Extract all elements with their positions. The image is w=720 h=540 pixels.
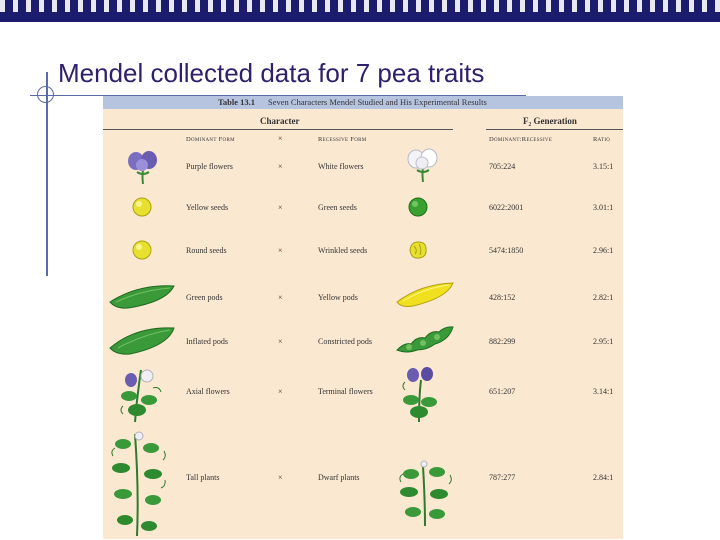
- cell-ratio-3: 2.82:1: [593, 293, 614, 302]
- green-pod-icon: [109, 285, 175, 309]
- top-checker-pattern: [0, 0, 720, 12]
- dwarf-plant-icon: [399, 460, 452, 526]
- cell-cross-5: ×: [278, 387, 283, 396]
- cell-ratio-4: 2.95:1: [593, 337, 614, 346]
- slide-title: Mendel collected data for 7 pea traits: [58, 58, 485, 88]
- constricted-pod-icon: [396, 326, 454, 353]
- cell-ratio-2: 2.96:1: [593, 246, 614, 255]
- cell-recessive-3: Yellow pods: [318, 293, 358, 302]
- cell-counts-2: 5474:1850: [489, 246, 524, 255]
- decor-horizontal-line: [30, 95, 526, 96]
- cell-recessive-5: Terminal flowers: [318, 387, 373, 396]
- white-flower-icon: [407, 148, 438, 182]
- cell-ratio-0: 3.15:1: [593, 162, 614, 171]
- tall-plant-icon: [111, 431, 166, 536]
- cell-dominant-5: Axial flowers: [186, 387, 230, 396]
- header-f2-generation: F₂ Generation: [523, 116, 577, 126]
- table-caption-bar: Table 13.1 Seven Characters Mendel Studi…: [103, 96, 623, 109]
- mendel-table: Table 13.1 Seven Characters Mendel Studi…: [103, 96, 623, 539]
- table-number: Table 13.1: [218, 97, 256, 107]
- cell-dominant-6: Tall plants: [186, 473, 220, 482]
- cell-cross-4: ×: [278, 337, 283, 346]
- col-header-dominant: Dominant Form: [186, 136, 235, 143]
- axial-flower-icon: [120, 369, 162, 422]
- col-header-ratio: Ratio: [593, 136, 611, 143]
- header-character: Character: [260, 116, 300, 126]
- cell-counts-6: 787:277: [489, 473, 516, 482]
- purple-flower-icon: [128, 151, 157, 184]
- cell-ratio-5: 3.14:1: [593, 387, 614, 396]
- yellow-seed-icon: [132, 197, 152, 217]
- round-seed-icon: [132, 240, 152, 260]
- cell-cross-2: ×: [278, 246, 283, 255]
- cell-recessive-4: Constricted pods: [318, 337, 372, 346]
- cell-dominant-1: Yellow seeds: [186, 203, 229, 212]
- yellow-pod-icon: [396, 282, 454, 307]
- green-seed-icon: [408, 197, 428, 217]
- col-header-recessive: Recessive Form: [318, 136, 367, 143]
- cell-recessive-2: Wrinkled seeds: [318, 246, 368, 255]
- cell-recessive-6: Dwarf plants: [318, 473, 360, 482]
- cell-counts-1: 6022:2001: [489, 203, 524, 212]
- cell-dominant-4: Inflated pods: [186, 337, 228, 346]
- cell-counts-0: 705:224: [489, 162, 516, 171]
- decor-crosshair-circle: [37, 86, 54, 103]
- header-underline-character: [103, 129, 453, 130]
- cell-dominant-0: Purple flowers: [186, 162, 233, 171]
- terminal-flower-icon: [402, 367, 437, 422]
- top-decor-band: [0, 12, 720, 22]
- col-header-cross: ×: [278, 134, 283, 143]
- header-underline-f2: [486, 129, 623, 130]
- cell-cross-6: ×: [278, 473, 283, 482]
- cell-recessive-0: White flowers: [318, 162, 364, 171]
- cell-counts-3: 428:152: [489, 293, 516, 302]
- cell-ratio-6: 2.84:1: [593, 473, 614, 482]
- cell-dominant-2: Round seeds: [186, 246, 227, 255]
- cell-counts-5: 651:207: [489, 387, 516, 396]
- cell-cross-0: ×: [278, 162, 283, 171]
- decor-vertical-line: [46, 72, 48, 276]
- cell-cross-3: ×: [278, 293, 283, 302]
- cell-recessive-1: Green seeds: [318, 203, 357, 212]
- col-header-dominant-recessive: Dominant:Recessive: [489, 136, 553, 143]
- cell-counts-4: 882:299: [489, 337, 516, 346]
- cell-cross-1: ×: [278, 203, 283, 212]
- wrinkled-seed-icon: [409, 241, 427, 259]
- cell-dominant-3: Green pods: [186, 293, 223, 302]
- table-caption: Seven Characters Mendel Studied and His …: [268, 97, 487, 107]
- inflated-pod-icon: [109, 327, 175, 355]
- cell-ratio-1: 3.01:1: [593, 203, 614, 212]
